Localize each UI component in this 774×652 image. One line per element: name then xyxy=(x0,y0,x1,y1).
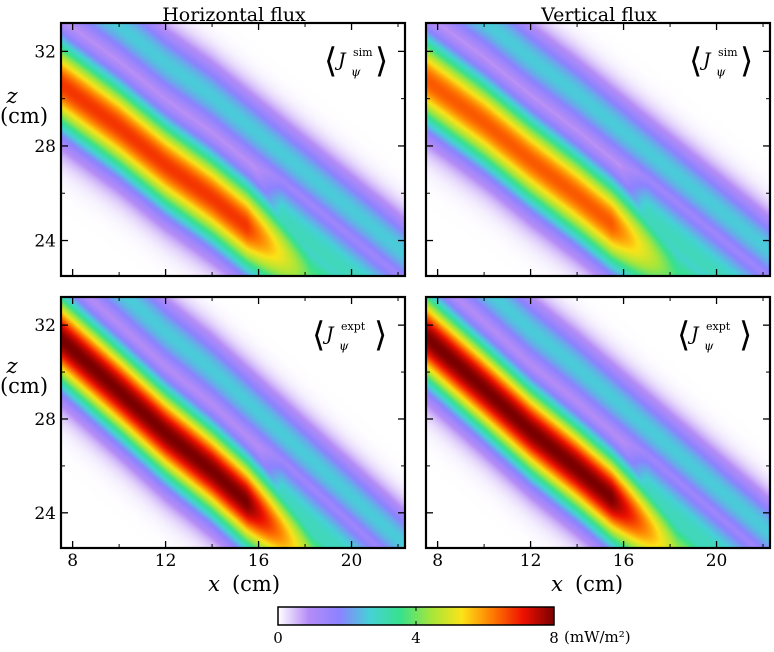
panel-bottom-right: 8 12 16 20 ⟨ Jψ expt ⟩ xyxy=(424,295,772,571)
colorbar-tick-label: 0 xyxy=(273,629,283,647)
x-tick-label: 12 xyxy=(520,551,542,571)
plot-frame xyxy=(424,295,772,550)
x-tick-label: 16 xyxy=(613,551,635,571)
y-axis-unit-top: (cm) xyxy=(0,104,48,128)
label-superscript: sim xyxy=(353,46,373,59)
panel-top-left: 24 28 32 ⟨ Jψ sim ⟩ xyxy=(34,21,407,278)
plot-frame xyxy=(424,21,772,278)
label-superscript: expt xyxy=(341,320,366,333)
label-subscript: ψ xyxy=(716,65,726,79)
heatmap-image xyxy=(426,297,770,548)
label-symbol: J xyxy=(687,323,700,345)
y-axis-symbol-bottom: z xyxy=(5,354,18,378)
x-tick-label: 8 xyxy=(432,551,443,571)
label-subscript: ψ xyxy=(704,339,714,353)
left-angle-bracket: ⟨ xyxy=(677,315,690,355)
left-angle-bracket: ⟨ xyxy=(689,41,702,81)
colorbar: 0 4 8 (mW/m²) xyxy=(273,606,631,647)
x-tick-label: 16 xyxy=(248,551,270,571)
title-horizontal-flux: Horizontal flux xyxy=(162,4,306,26)
heatmap-image xyxy=(61,297,405,548)
panel-label: ⟨ Jψ expt ⟩ xyxy=(677,315,752,355)
left-angle-bracket: ⟨ xyxy=(312,315,325,355)
label-superscript: sim xyxy=(718,46,738,59)
right-angle-bracket: ⟩ xyxy=(375,41,388,81)
heatmap-image xyxy=(426,23,770,276)
x-tick-label: 20 xyxy=(341,551,363,571)
label-superscript: expt xyxy=(706,320,731,333)
x-axis-symbol-right: x xyxy=(551,572,563,596)
x-axis-unit-right: (cm) xyxy=(575,572,623,596)
x-tick-label: 12 xyxy=(155,551,177,571)
y-axis-unit-bottom: (cm) xyxy=(0,374,48,398)
x-tick-label: 20 xyxy=(706,551,728,571)
y-tick-label: 24 xyxy=(34,504,56,524)
y-tick-label: 32 xyxy=(34,316,56,336)
colorbar-unit: (mW/m²) xyxy=(564,628,631,646)
plot-frame xyxy=(59,21,407,278)
colorbar-tick-label: 8 xyxy=(549,629,559,647)
x-axis-unit-left: (cm) xyxy=(232,572,280,596)
panel-label: ⟨ Jψ sim ⟩ xyxy=(324,41,388,81)
y-tick-label: 32 xyxy=(34,42,56,62)
right-angle-bracket: ⟩ xyxy=(374,315,387,355)
y-tick-label: 24 xyxy=(34,232,56,252)
label-subscript: ψ xyxy=(351,65,361,79)
panel-label: ⟨ Jψ sim ⟩ xyxy=(689,41,753,81)
colorbar-tick-label: 4 xyxy=(411,629,421,647)
x-axis-symbol-left: x xyxy=(208,572,220,596)
right-angle-bracket: ⟩ xyxy=(739,315,752,355)
right-angle-bracket: ⟩ xyxy=(740,41,753,81)
plot-frame xyxy=(59,295,407,550)
label-subscript: ψ xyxy=(339,339,349,353)
left-angle-bracket: ⟨ xyxy=(324,41,337,81)
title-vertical-flux: Vertical flux xyxy=(540,4,657,26)
y-tick-label: 28 xyxy=(34,137,56,157)
label-symbol: J xyxy=(699,49,712,71)
panel-bottom-left: 8 12 16 20 24 28 32 ⟨ Jψ expt ⟩ xyxy=(34,295,407,571)
heatmap-image xyxy=(61,23,405,276)
x-tick-label: 8 xyxy=(67,551,78,571)
label-symbol: J xyxy=(334,49,347,71)
panel-label: ⟨ Jψ expt ⟩ xyxy=(312,315,387,355)
panel-top-right: ⟨ Jψ sim ⟩ xyxy=(424,21,772,278)
y-axis-symbol-top: z xyxy=(5,84,18,108)
y-tick-label: 28 xyxy=(34,410,56,430)
label-symbol: J xyxy=(322,323,335,345)
